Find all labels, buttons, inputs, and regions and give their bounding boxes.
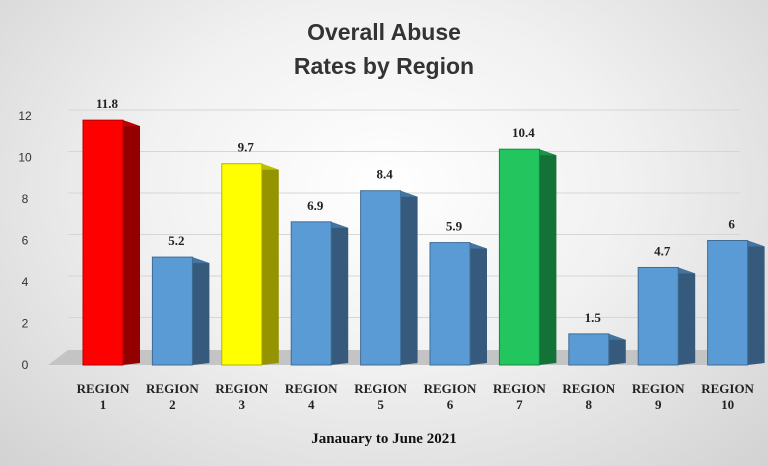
bar bbox=[221, 163, 279, 366]
category-label: REGION bbox=[424, 381, 477, 396]
category-label-number: 9 bbox=[655, 397, 662, 412]
y-tick-label: 6 bbox=[22, 234, 29, 248]
bar-front bbox=[637, 266, 679, 366]
bar-front bbox=[429, 242, 471, 366]
category-label-number: 7 bbox=[516, 397, 523, 412]
category-label: REGION bbox=[215, 381, 268, 396]
y-tick-label: 12 bbox=[18, 109, 32, 123]
bar-front bbox=[290, 221, 332, 366]
category-label: REGION bbox=[493, 381, 546, 396]
bar bbox=[707, 240, 765, 366]
y-tick-label: 0 bbox=[22, 358, 29, 372]
data-label: 5.9 bbox=[446, 219, 463, 234]
data-label: 1.5 bbox=[585, 310, 602, 325]
category-label-number: 5 bbox=[377, 397, 384, 412]
category-label-number: 6 bbox=[447, 397, 454, 412]
bar bbox=[568, 333, 626, 366]
bars bbox=[82, 119, 765, 366]
data-label: 4.7 bbox=[654, 243, 671, 258]
category-label-number: 10 bbox=[721, 397, 734, 412]
bar-front bbox=[151, 256, 193, 366]
category-label: REGION bbox=[285, 381, 338, 396]
data-label: 8.4 bbox=[376, 167, 393, 182]
category-label: REGION bbox=[701, 381, 754, 396]
bar-front bbox=[221, 163, 263, 366]
chart-title-line-2: Rates by Region bbox=[294, 53, 474, 79]
chart-title-line-1: Overall Abuse bbox=[307, 19, 461, 45]
y-tick-label: 10 bbox=[18, 151, 32, 165]
category-label: REGION bbox=[354, 381, 407, 396]
bar bbox=[82, 119, 140, 366]
bar-front bbox=[568, 333, 610, 366]
category-label-number: 8 bbox=[586, 397, 593, 412]
bar bbox=[429, 242, 487, 366]
category-label: REGION bbox=[77, 381, 130, 396]
bar-side bbox=[608, 333, 626, 365]
y-tick-label: 8 bbox=[22, 192, 29, 206]
y-tick-label: 4 bbox=[22, 275, 29, 289]
category-label-number: 4 bbox=[308, 397, 315, 412]
data-labels: 11.8 5.2 9.7 6.9 8.4 5.9 10.4 1.5 4.7 6 bbox=[96, 96, 735, 325]
y-axis-ticks: 0 2 4 6 8 10 12 bbox=[18, 109, 32, 372]
data-label: 9.7 bbox=[238, 140, 255, 155]
bar bbox=[637, 266, 696, 366]
bar-side bbox=[192, 257, 210, 365]
bar bbox=[151, 256, 210, 366]
category-label: REGION bbox=[146, 381, 199, 396]
data-label: 6 bbox=[728, 217, 735, 232]
bar-side bbox=[400, 190, 418, 365]
data-label: 11.8 bbox=[96, 96, 119, 111]
category-label: REGION bbox=[632, 381, 685, 396]
bar bbox=[498, 148, 557, 366]
bar-side bbox=[539, 149, 557, 365]
bar-front bbox=[360, 190, 402, 366]
bar-front bbox=[498, 148, 540, 366]
bar-side bbox=[747, 240, 765, 365]
bar-side bbox=[261, 163, 279, 365]
data-label: 5.2 bbox=[168, 233, 184, 248]
bar bbox=[290, 221, 349, 366]
y-tick-label: 2 bbox=[22, 317, 29, 331]
bar-front bbox=[82, 119, 124, 366]
category-label: REGION bbox=[562, 381, 615, 396]
category-label-number: 1 bbox=[100, 397, 107, 412]
data-label: 10.4 bbox=[512, 125, 535, 140]
bar-side bbox=[331, 221, 349, 365]
bar-side bbox=[123, 120, 140, 366]
category-labels: REGION1REGION2REGION3REGION4REGION5REGIO… bbox=[77, 381, 755, 412]
category-label-number: 3 bbox=[239, 397, 246, 412]
bar-side bbox=[470, 242, 487, 365]
data-label: 6.9 bbox=[307, 198, 324, 213]
category-label-number: 2 bbox=[169, 397, 176, 412]
bar-side bbox=[678, 267, 696, 365]
bar bbox=[360, 190, 418, 366]
x-axis-title: Janauary to June 2021 bbox=[311, 431, 456, 447]
bar-front bbox=[707, 240, 749, 366]
